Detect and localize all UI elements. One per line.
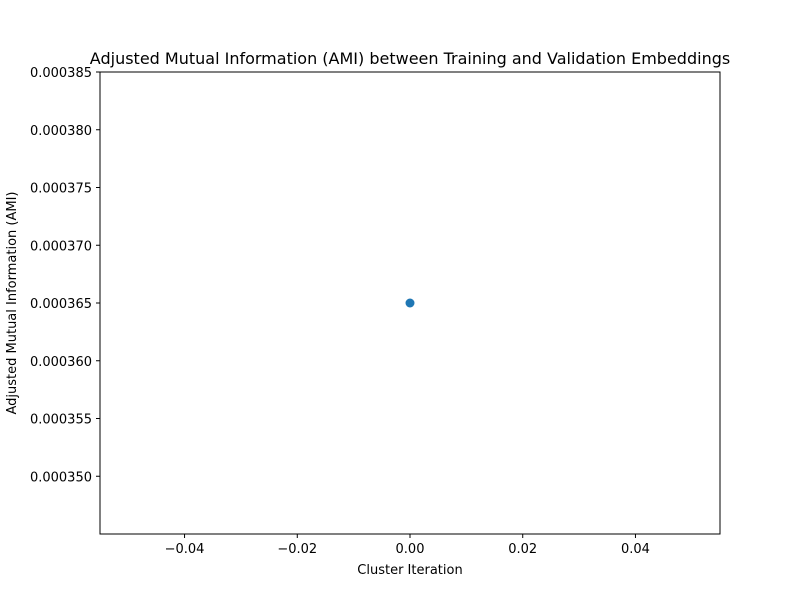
- y-tick-label: 0.000385: [30, 66, 92, 81]
- x-tick-label: 0.00: [396, 542, 425, 557]
- y-tick-label: 0.000360: [30, 355, 92, 370]
- x-tick-label: 0.04: [621, 542, 650, 557]
- data-point: [405, 298, 415, 308]
- x-tick-label: −0.02: [277, 542, 317, 557]
- y-tick-label: 0.000350: [30, 470, 92, 485]
- y-tick-label: 0.000370: [30, 239, 92, 254]
- data-series: [405, 298, 415, 308]
- y-axis-label: Adjusted Mutual Information (AMI): [5, 192, 20, 415]
- y-axis: 0.000350 0.000355 0.000360 0.000365 0.000370…: [30, 66, 100, 485]
- chart-title: Adjusted Mutual Information (AMI) betwee…: [90, 49, 730, 68]
- x-axis-label: Cluster Iteration: [357, 563, 462, 578]
- x-tick-label: −0.04: [165, 542, 205, 557]
- y-tick-label: 0.000365: [30, 297, 92, 312]
- x-tick-label: 0.02: [508, 542, 537, 557]
- y-tick-label: 0.000375: [30, 182, 92, 197]
- x-axis: −0.04 −0.02 0.00 0.02 0.04: [165, 534, 650, 557]
- y-tick-label: 0.000380: [30, 124, 92, 139]
- y-tick-label: 0.000355: [30, 413, 92, 428]
